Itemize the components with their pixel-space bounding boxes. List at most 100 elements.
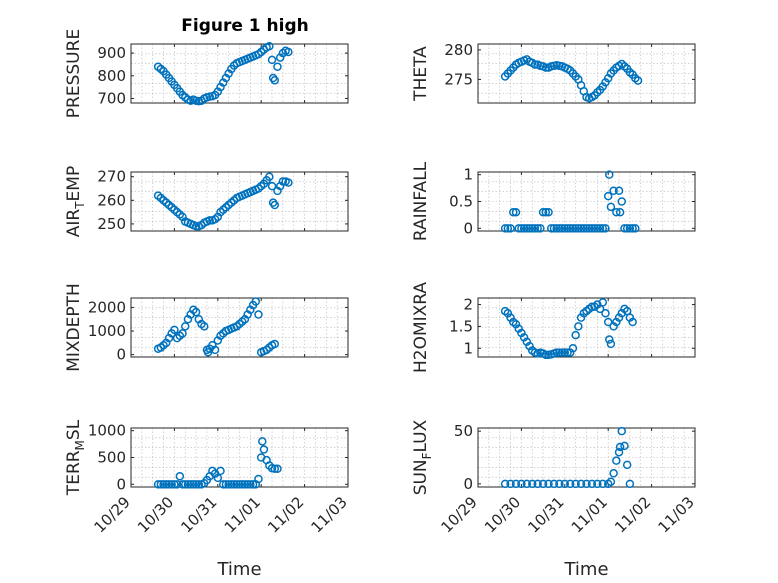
data-point xyxy=(519,224,529,233)
y-axis-label: SUNFLUX xyxy=(411,419,434,495)
data-point xyxy=(273,464,282,474)
y-tick-label: 1 xyxy=(463,166,473,184)
data-point xyxy=(265,172,274,181)
x-axis-label: Time xyxy=(216,559,261,580)
data-point xyxy=(552,348,561,357)
data-point xyxy=(191,307,201,317)
data-point xyxy=(224,480,233,489)
y-tick-label: 500 xyxy=(97,449,126,467)
data-point xyxy=(568,224,578,233)
data-point xyxy=(620,224,629,233)
data-point xyxy=(557,224,567,233)
data-point xyxy=(267,55,277,65)
data-point xyxy=(571,479,580,489)
series-markers xyxy=(500,170,640,233)
y-tick-label: 2000 xyxy=(88,298,126,316)
series-markers xyxy=(153,297,280,357)
data-point xyxy=(246,480,255,489)
data-point xyxy=(522,224,532,233)
data-point xyxy=(218,480,228,489)
data-point xyxy=(248,480,258,489)
data-point xyxy=(579,224,589,233)
data-point xyxy=(555,479,564,489)
data-point xyxy=(563,348,572,357)
data-point xyxy=(530,60,540,69)
data-point xyxy=(517,224,526,233)
data-point xyxy=(606,202,616,212)
data-point xyxy=(528,479,537,489)
subplot-pressure: 700 800 900 PRESSURE xyxy=(64,29,349,118)
data-point xyxy=(254,474,263,484)
data-point xyxy=(251,297,261,306)
data-point xyxy=(571,224,580,233)
data-point xyxy=(555,224,564,233)
data-point xyxy=(273,62,282,71)
data-point xyxy=(625,224,635,233)
x-tick-label: 10/30 xyxy=(134,493,177,536)
data-point xyxy=(587,479,597,489)
data-point xyxy=(576,479,586,489)
subplot-h2omixra: 1 1.5 2 H2OMIXRA xyxy=(411,282,696,373)
data-point xyxy=(609,186,618,196)
data-point xyxy=(227,480,236,489)
data-point xyxy=(194,480,204,489)
x-axis-label: Time xyxy=(563,559,608,580)
data-point xyxy=(167,480,176,489)
data-point xyxy=(598,298,608,307)
data-point xyxy=(278,177,288,186)
data-point xyxy=(606,339,616,349)
data-point xyxy=(593,479,602,489)
y-tick-label: 1000 xyxy=(88,322,126,340)
y-tick-label: 0 xyxy=(463,475,473,493)
data-point xyxy=(565,479,575,489)
data-point xyxy=(563,224,572,233)
y-axis-label: THETA xyxy=(411,46,431,102)
subplot-rainfall: 0 0.5 1 RAINFALL xyxy=(411,161,696,241)
series-markers xyxy=(500,55,643,103)
data-point xyxy=(221,480,231,489)
data-point xyxy=(509,207,518,217)
series-markers xyxy=(153,437,282,489)
data-point xyxy=(587,302,597,311)
data-point xyxy=(284,47,293,57)
data-point xyxy=(267,181,277,191)
data-point xyxy=(582,479,591,489)
data-point xyxy=(574,322,583,331)
x-tick-label: 11/02 xyxy=(264,493,307,536)
data-point xyxy=(560,479,570,489)
data-point xyxy=(544,479,553,489)
data-point xyxy=(162,480,171,489)
data-point xyxy=(622,224,632,233)
data-point xyxy=(229,480,239,489)
data-point xyxy=(170,480,179,489)
data-point xyxy=(536,224,545,233)
y-tick-label: 700 xyxy=(97,89,126,107)
data-point xyxy=(538,479,548,489)
axes-box xyxy=(130,171,349,232)
axes-box xyxy=(477,297,696,358)
data-point xyxy=(552,224,561,233)
y-tick-label: 270 xyxy=(97,168,126,186)
y-tick-label: 0 xyxy=(116,346,126,364)
data-point xyxy=(506,224,515,233)
data-point xyxy=(633,76,643,85)
y-tick-label: 280 xyxy=(444,41,473,59)
data-point xyxy=(582,224,591,233)
axes-box xyxy=(130,43,349,104)
y-axis-label: MIXDEPTH xyxy=(64,283,84,372)
figure-title: Figure 1 high xyxy=(181,16,309,36)
data-point xyxy=(530,224,540,233)
x-tick-label: 11/03 xyxy=(655,493,698,536)
data-point xyxy=(557,348,567,357)
y-axis-label: AIRTEMP xyxy=(64,166,87,237)
y-axis-label: TERRMSL xyxy=(64,419,87,496)
data-point xyxy=(612,456,621,465)
data-point xyxy=(164,480,174,489)
y-tick-label: 2 xyxy=(463,296,473,314)
data-point xyxy=(615,442,625,452)
data-point xyxy=(541,350,551,360)
data-point xyxy=(183,480,193,489)
data-point xyxy=(576,224,586,233)
data-point xyxy=(571,330,580,340)
